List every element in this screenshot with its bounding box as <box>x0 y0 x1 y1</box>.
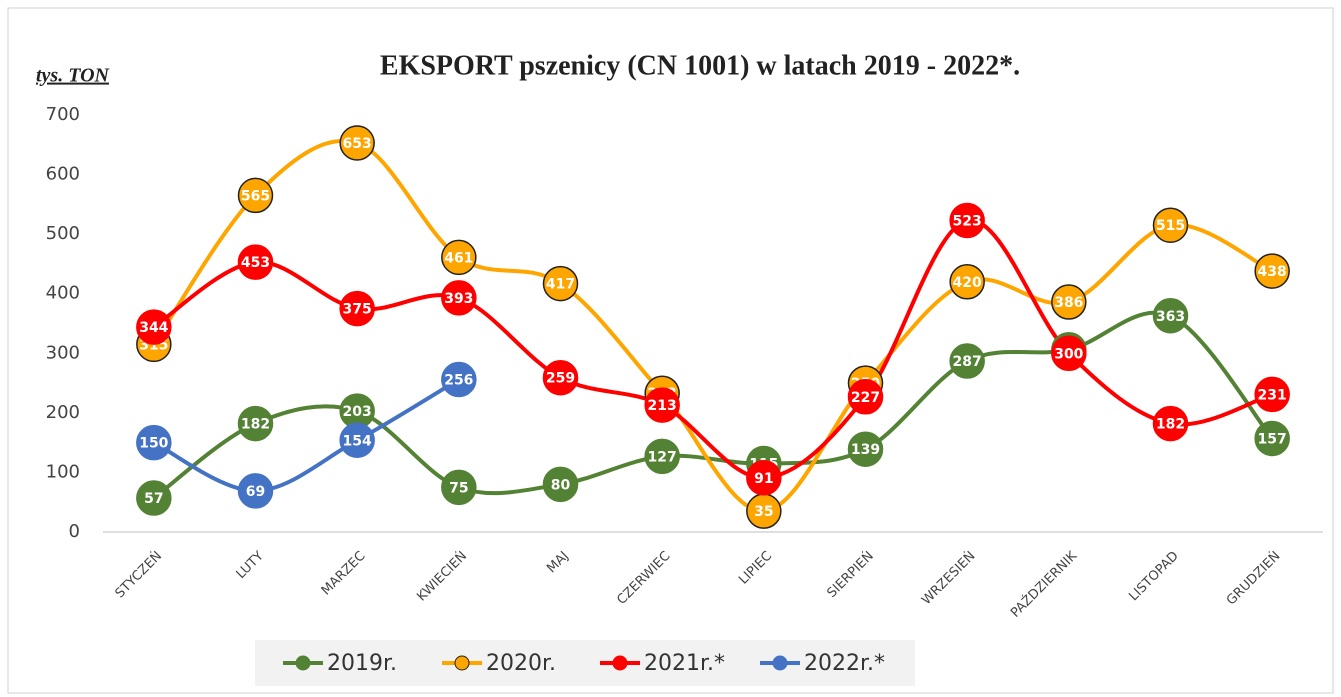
point-marker <box>339 125 375 161</box>
point-marker <box>847 431 884 467</box>
data-label: 231 <box>1258 387 1287 403</box>
data-label: 91 <box>754 471 773 487</box>
y-tick-label: 0 <box>69 521 80 542</box>
point-marker <box>644 387 680 423</box>
point-marker <box>237 244 274 280</box>
point-marker <box>1254 420 1290 457</box>
point-marker <box>339 422 375 459</box>
legend-marker <box>612 655 628 671</box>
point-marker <box>644 438 680 475</box>
data-label: 213 <box>648 398 677 414</box>
point-marker <box>136 480 172 516</box>
point-marker <box>136 309 172 345</box>
data-label: 139 <box>851 442 880 458</box>
point-marker <box>441 361 477 398</box>
data-label: 127 <box>648 449 677 465</box>
point-marker <box>237 473 274 509</box>
point-marker <box>339 290 375 327</box>
data-label: 157 <box>1258 431 1287 447</box>
data-label: 565 <box>241 188 270 204</box>
data-label: 75 <box>449 480 468 496</box>
y-tick-label: 100 <box>46 461 80 482</box>
data-label: 363 <box>1156 309 1185 325</box>
data-label: 256 <box>444 372 473 388</box>
legend-marker <box>772 655 788 671</box>
y-axis-label: tys. TON <box>36 65 111 87</box>
data-label: 69 <box>246 484 265 500</box>
point-marker <box>746 460 782 496</box>
data-label: 653 <box>343 136 372 152</box>
legend-label: 2022r.* <box>804 651 885 676</box>
point-marker <box>1152 405 1189 442</box>
point-marker <box>237 177 274 214</box>
legend-marker <box>295 655 311 671</box>
point-marker <box>441 469 477 506</box>
point-marker <box>949 202 985 239</box>
legend-label: 2019r. <box>327 651 397 676</box>
y-tick-label: 600 <box>46 164 80 185</box>
chart-title: EKSPORT pszenicy (CN 1001) w latach 2019… <box>380 50 1020 81</box>
data-label: 300 <box>1054 346 1083 362</box>
legend-label: 2020r. <box>486 651 556 676</box>
y-tick-label: 300 <box>46 342 80 363</box>
point-marker <box>1152 207 1189 243</box>
point-marker <box>847 379 884 415</box>
data-label: 182 <box>241 417 270 433</box>
y-tick-label: 200 <box>46 402 80 423</box>
data-label: 259 <box>546 371 575 387</box>
data-label: 80 <box>551 477 571 493</box>
data-label: 227 <box>851 390 880 406</box>
point-marker <box>1254 253 1290 289</box>
series-line <box>152 377 460 493</box>
data-label: 57 <box>144 491 163 507</box>
point-marker <box>949 264 985 300</box>
data-label: 203 <box>343 404 372 420</box>
data-label: 393 <box>444 291 473 307</box>
point-marker <box>542 466 579 503</box>
data-label: 515 <box>1156 218 1185 234</box>
point-marker <box>237 405 274 442</box>
point-marker <box>1254 376 1290 413</box>
legend-box <box>255 640 915 686</box>
data-label: 453 <box>241 255 270 271</box>
point-marker <box>1051 284 1087 320</box>
data-label: 420 <box>953 275 982 291</box>
y-tick-label: 700 <box>46 104 80 125</box>
data-label: 438 <box>1258 264 1287 280</box>
point-marker <box>1051 335 1087 372</box>
data-label: 344 <box>139 320 168 336</box>
data-label: 375 <box>343 302 372 318</box>
y-tick-label: 500 <box>46 223 80 244</box>
legend-marker <box>454 655 470 671</box>
data-label: 461 <box>444 250 473 266</box>
legend-label: 2021r.* <box>644 651 725 676</box>
data-label: 154 <box>343 433 372 449</box>
data-label: 386 <box>1054 295 1083 311</box>
point-marker <box>441 280 477 316</box>
point-marker <box>542 359 579 396</box>
data-label: 523 <box>953 213 982 229</box>
point-marker <box>441 239 477 276</box>
point-marker <box>949 343 985 379</box>
data-label: 417 <box>546 277 575 293</box>
point-marker <box>1152 298 1189 334</box>
data-label: 287 <box>953 354 982 370</box>
point-marker <box>136 424 172 461</box>
data-label: 35 <box>754 504 773 520</box>
y-tick-label: 400 <box>46 283 80 304</box>
data-label: 182 <box>1156 417 1185 433</box>
data-label: 150 <box>139 436 168 452</box>
point-marker <box>542 265 579 302</box>
chart-frame <box>7 7 1334 694</box>
